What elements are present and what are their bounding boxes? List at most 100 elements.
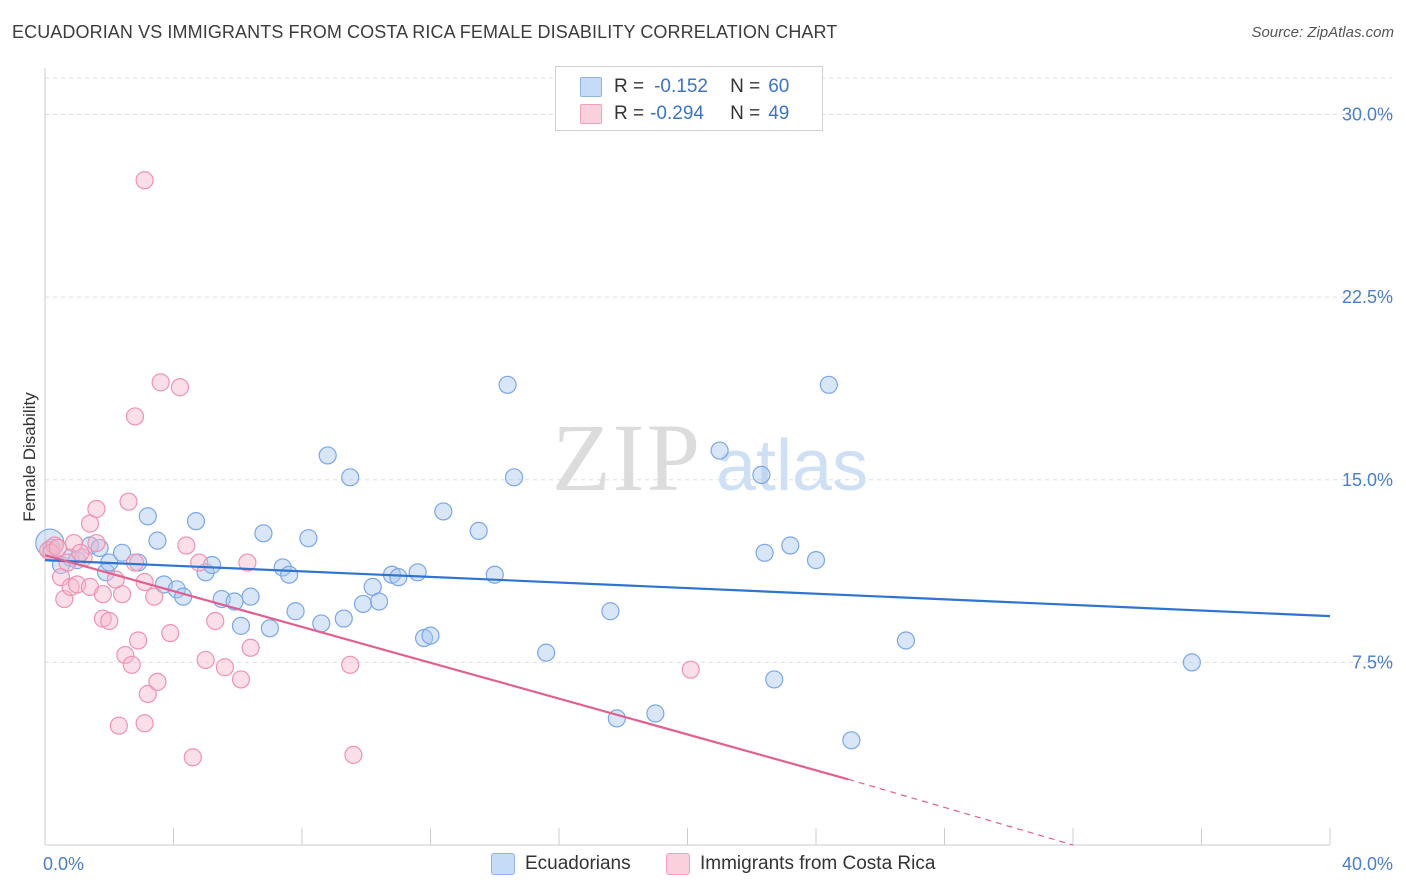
point-ecuadorians	[408, 563, 427, 582]
point-costa-rica	[344, 745, 363, 765]
point-ecuadorians	[312, 614, 331, 633]
legend-n-label: N =	[730, 76, 761, 97]
point-costa-rica	[135, 171, 154, 190]
trend-line-costa-rica-extrapolated	[847, 778, 1074, 846]
legend-r-value: -0.152	[654, 76, 708, 97]
point-costa-rica	[681, 660, 700, 679]
point-ecuadorians	[318, 446, 337, 465]
point-costa-rica	[196, 650, 215, 670]
point-ecuadorians	[299, 529, 318, 548]
point-ecuadorians	[1182, 653, 1201, 672]
point-ecuadorians	[148, 531, 167, 550]
gridlines	[45, 77, 1392, 663]
source-note: Source: ZipAtlas.com	[1251, 24, 1394, 41]
point-ecuadorians	[710, 441, 729, 460]
y-tick-label: 15.0%	[1342, 470, 1393, 490]
point-ecuadorians	[174, 587, 193, 606]
watermark-zip: ZIP	[552, 404, 702, 511]
legend-row-costa-rica: R = -0.294 N = 49	[580, 102, 789, 126]
bottom-legend-swatch-ecuadorians	[491, 853, 515, 875]
point-costa-rica	[93, 585, 112, 604]
point-ecuadorians	[819, 375, 838, 394]
point-ecuadorians	[138, 507, 157, 526]
point-ecuadorians	[752, 465, 771, 484]
point-costa-rica	[135, 714, 154, 733]
point-ecuadorians	[280, 565, 299, 584]
point-ecuadorians	[353, 594, 373, 614]
bottom-legend-swatch-costa-rica	[666, 853, 690, 875]
point-costa-rica	[145, 587, 164, 606]
point-costa-rica	[109, 716, 128, 735]
point-ecuadorians	[286, 602, 305, 621]
point-ecuadorians	[601, 602, 620, 621]
point-costa-rica	[190, 553, 209, 572]
point-ecuadorians	[186, 512, 206, 531]
point-costa-rica	[177, 536, 196, 555]
legend-swatch-ecuadorians	[580, 77, 602, 97]
legend-row-ecuadorians: R = -0.152 N = 60	[580, 75, 789, 99]
watermark-atlas: atlas	[716, 426, 868, 506]
point-costa-rica	[125, 553, 145, 572]
point-costa-rica	[87, 499, 106, 519]
axes	[44, 68, 1331, 846]
point-ecuadorians	[896, 631, 916, 650]
point-ecuadorians	[334, 609, 353, 628]
x-tick-labels: 0.0% 40.0%	[43, 854, 1393, 874]
point-costa-rica	[161, 624, 180, 643]
point-ecuadorians	[434, 502, 453, 521]
point-costa-rica	[241, 638, 260, 657]
legend-swatch-costa-rica	[580, 104, 602, 124]
x-tick-label-max: 40.0%	[1342, 854, 1393, 874]
point-costa-rica	[100, 611, 119, 631]
trend-line-costa-rica	[44, 554, 849, 781]
y-tick-label: 7.5%	[1352, 652, 1393, 672]
point-costa-rica	[170, 378, 190, 397]
point-ecuadorians	[389, 568, 408, 587]
data-points	[35, 171, 1201, 767]
point-costa-rica	[116, 645, 135, 665]
point-ecuadorians	[469, 521, 488, 540]
point-costa-rica	[341, 655, 360, 674]
point-ecuadorians	[646, 704, 665, 723]
point-ecuadorians	[765, 670, 784, 689]
y-tick-label: 22.5%	[1342, 287, 1393, 307]
chart-title: ECUADORIAN VS IMMIGRANTS FROM COSTA RICA…	[12, 22, 838, 42]
point-costa-rica	[87, 533, 106, 553]
x-tick-label-min: 0.0%	[43, 854, 84, 874]
point-costa-rica	[231, 670, 251, 689]
point-costa-rica	[48, 538, 67, 558]
bottom-legend-ecuadorians: Ecuadorians	[491, 851, 631, 877]
point-ecuadorians	[90, 538, 109, 558]
point-costa-rica	[125, 407, 145, 426]
point-costa-rica	[148, 672, 167, 691]
point-costa-rica	[112, 585, 132, 604]
y-axis-label: Female Disability	[20, 392, 39, 522]
point-ecuadorians	[231, 616, 251, 635]
point-ecuadorians	[781, 536, 800, 555]
point-ecuadorians	[504, 468, 524, 487]
legend-box: R = -0.152 N = 60 R = -0.294 N = 49	[555, 66, 823, 131]
point-ecuadorians	[112, 543, 132, 562]
y-tick-label: 30.0%	[1342, 105, 1393, 125]
point-ecuadorians	[260, 619, 279, 638]
y-tick-labels: 7.5% 15.0% 22.5% 30.0%	[1342, 105, 1393, 673]
trend-lines	[44, 554, 1331, 846]
point-costa-rica	[206, 611, 225, 631]
legend-r-value: -0.294	[650, 103, 704, 124]
point-costa-rica	[122, 655, 141, 674]
legend-r-label: R =	[614, 76, 645, 97]
point-ecuadorians	[806, 551, 826, 570]
point-ecuadorians	[537, 643, 556, 662]
point-ecuadorians	[370, 592, 389, 611]
legend-n-value: 49	[768, 103, 790, 124]
bottom-legend-costa-rica: Immigrants from Costa Rica	[666, 851, 935, 877]
point-ecuadorians	[254, 524, 273, 543]
point-costa-rica	[238, 553, 257, 572]
point-costa-rica	[183, 748, 202, 767]
point-costa-rica	[151, 373, 170, 392]
point-costa-rica	[215, 658, 234, 677]
point-costa-rica	[129, 631, 148, 650]
point-costa-rica	[71, 543, 90, 562]
watermark: ZIP atlas	[552, 404, 868, 511]
